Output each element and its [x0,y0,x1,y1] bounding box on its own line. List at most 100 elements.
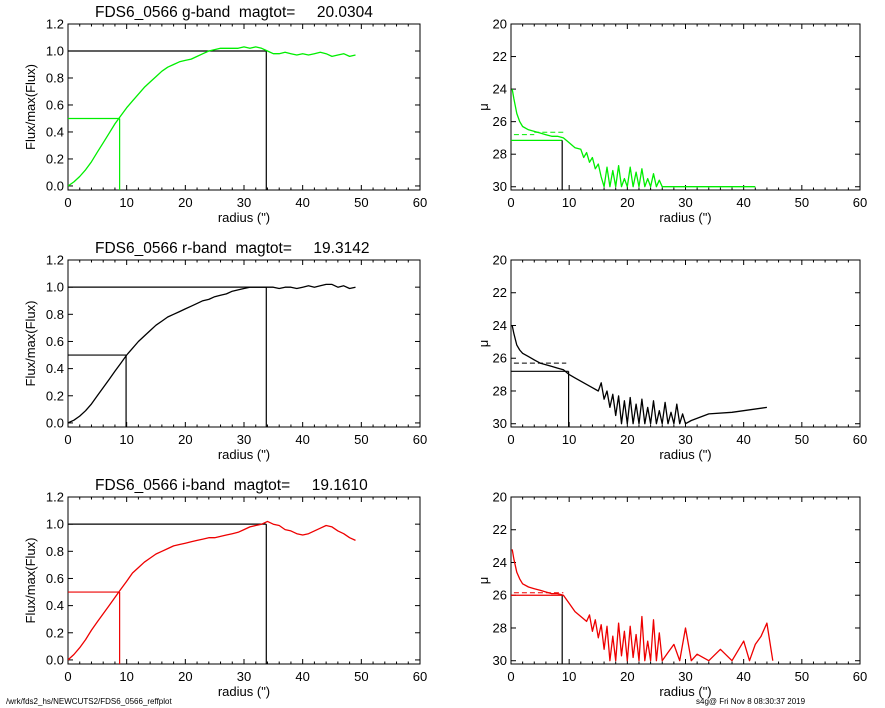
y-tick-label: 0.0 [46,415,64,430]
data-layer [511,88,756,190]
y-tick-label: 24 [493,318,507,333]
x-tick-label: 20 [178,432,192,447]
x-tick-label: 50 [354,432,368,447]
x-axis-label: radius (") [218,447,270,462]
y-tick-label: 22 [493,49,507,64]
x-tick-label: 30 [237,195,251,210]
series-line-g [68,46,356,187]
x-tick-label: 10 [119,669,133,684]
y-tick-label: 26 [493,114,507,129]
x-tick-label: 0 [64,432,71,447]
x-tick-label: 60 [413,669,427,684]
y-tick-label: 24 [493,555,507,570]
x-tick-label: 50 [795,432,809,447]
y-tick-label: 0.8 [46,544,64,559]
chart-title: FDS6_0566 i-band magtot= 19.1610 [95,477,368,494]
x-tick-label: 10 [562,195,576,210]
plot-frame [510,496,861,665]
x-tick-label: 60 [853,669,867,684]
panel-growth-i: 0 10 20 30 40 50 60 0.0 0.2 0.4 0.6 0.8 1.0 1.2 radius… [23,477,427,699]
panel-growth-r: 0 10 20 30 40 50 60 0.0 0.2 0.4 0.6 0.8 1.0 1.2 radius… [23,240,427,462]
x-tick-label: 40 [736,195,750,210]
x-tick-label: 30 [678,669,692,684]
y-tick-label: 30 [493,179,507,194]
data-layer [68,520,356,664]
x-tick-label: 30 [237,669,251,684]
data-layer [68,283,356,427]
y-tick-label: 0.8 [46,307,64,322]
x-axis-label: radius (") [659,210,711,225]
y-tick-label: 0.4 [46,361,64,376]
series-line-r [68,283,356,424]
x-tick-label: 10 [119,432,133,447]
plot-frame [510,23,861,191]
x-tick-label: 60 [853,195,867,210]
y-tick-label: 28 [493,620,507,635]
x-tick-label: 40 [295,432,309,447]
y-tick-label: 0.2 [46,151,64,166]
x-tick-label: 50 [795,669,809,684]
series-line-g [511,88,756,188]
x-axis-label: radius (") [659,684,711,699]
x-tick-label: 40 [736,669,750,684]
x-axis-label: radius (") [218,684,270,699]
series-line-i [511,549,774,662]
x-tick-label: 20 [620,195,634,210]
x-tick-label: 20 [620,669,634,684]
y-tick-label: 0.0 [46,652,64,667]
series-line-r [511,325,767,425]
y-tick-label: 0.8 [46,70,64,85]
y-axis-label: Flux/max(Flux) [23,301,38,387]
y-tick-label: 24 [493,82,507,97]
y-tick-label: 0.6 [46,97,64,112]
panel-growth-g: 0 10 20 30 40 50 60 0.0 0.2 0.4 0.6 0.8 1.0 1.2 radius… [23,4,427,225]
x-tick-label: 30 [678,432,692,447]
x-tick-label: 40 [295,669,309,684]
series-line-i [68,520,356,661]
y-tick-label: 22 [493,285,507,300]
y-tick-label: 0.4 [46,598,64,613]
plot-frame [67,23,421,191]
y-tick-label: 1.0 [46,280,64,295]
x-tick-label: 10 [562,669,576,684]
y-tick-label: 22 [493,522,507,537]
y-tick-label: 0.4 [46,124,64,139]
data-layer [511,549,774,664]
data-layer [68,46,356,190]
x-tick-label: 50 [354,195,368,210]
y-tick-label: 20 [493,490,507,505]
y-tick-label: 28 [493,383,507,398]
plot-frame [510,259,861,428]
y-tick-label: 1.2 [46,490,64,505]
y-axis-label: μ [476,340,491,348]
y-tick-label: 1.0 [46,517,64,532]
footer-timestamp-label: s4g@ Fri Nov 8 08:30:37 2019 [696,697,806,706]
y-tick-label: 1.2 [46,17,64,32]
y-axis-label: μ [476,577,491,585]
x-tick-label: 0 [507,195,514,210]
x-tick-label: 40 [295,195,309,210]
y-axis-label: Flux/max(Flux) [23,538,38,624]
y-tick-label: 1.2 [46,253,64,268]
y-tick-label: 26 [493,351,507,366]
y-tick-label: 26 [493,588,507,603]
y-tick-label: 20 [493,17,507,32]
footer-path-label: /wrk/fds2_hs/NEWCUTS2/FDS6_0566_reffplot [6,697,172,706]
x-tick-label: 20 [620,432,634,447]
chart-title: FDS6_0566 g-band magtot= 20.0304 [95,4,373,21]
plot-frame [67,259,421,428]
x-tick-label: 0 [507,432,514,447]
x-tick-label: 0 [64,195,71,210]
x-tick-label: 30 [678,195,692,210]
x-axis-label: radius (") [218,210,270,225]
x-tick-label: 10 [562,432,576,447]
x-tick-label: 0 [64,669,71,684]
y-tick-label: 30 [493,653,507,668]
y-axis-label: Flux/max(Flux) [23,64,38,150]
x-tick-label: 20 [178,195,192,210]
x-axis-label: radius (") [659,447,711,462]
x-tick-label: 30 [237,432,251,447]
